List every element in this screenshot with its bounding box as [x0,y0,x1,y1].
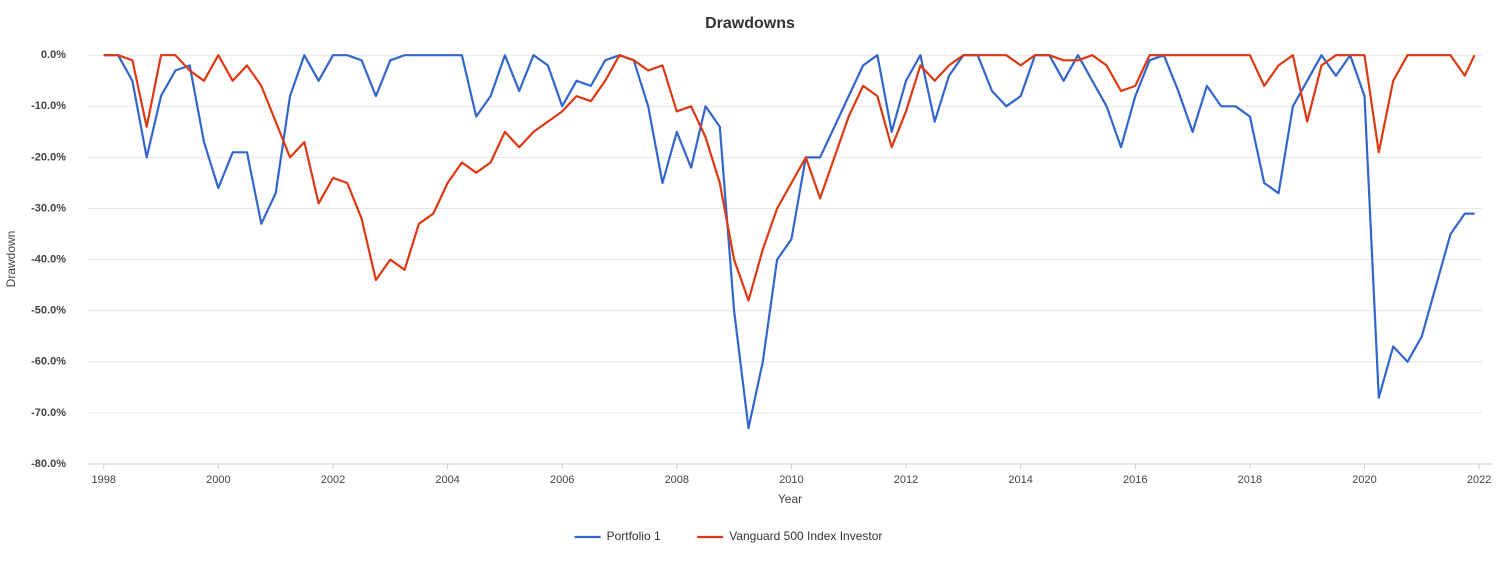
x-tick-label: 2012 [894,474,918,486]
x-tick-label: 2020 [1352,474,1376,486]
chart-title: Drawdowns [705,15,795,32]
y-axis-title: Drawdown [4,231,18,288]
series-line [103,54,1475,430]
y-tick-label: -20.0% [31,151,66,163]
y-tick-label: -50.0% [31,305,66,317]
legend-label: Vanguard 500 Index Investor [729,529,882,543]
y-tick-label: -30.0% [31,202,66,214]
x-tick-label: 2022 [1467,474,1491,486]
x-tick-label: 2004 [435,474,459,486]
x-tick-label: 2016 [1123,474,1147,486]
x-tick-label: 2006 [550,474,574,486]
y-tick-label: -40.0% [31,254,66,266]
y-tick-label: -60.0% [31,356,66,368]
x-tick-label: 2008 [665,474,689,486]
x-tick-label: 2010 [779,474,803,486]
legend-label: Portfolio 1 [607,529,661,543]
x-axis-title: Year [778,492,802,506]
y-tick-label: 0.0% [41,49,66,61]
y-tick-label: -70.0% [31,407,66,419]
x-tick-label: 2018 [1238,474,1262,486]
x-tick-label: 2014 [1008,474,1032,486]
x-tick-label: 2000 [206,474,230,486]
x-tick-label: 2002 [321,474,345,486]
series-line [103,54,1476,302]
x-tick-label: 1998 [91,474,115,486]
y-tick-label: -10.0% [31,100,66,112]
y-tick-label: -80.0% [31,458,66,470]
